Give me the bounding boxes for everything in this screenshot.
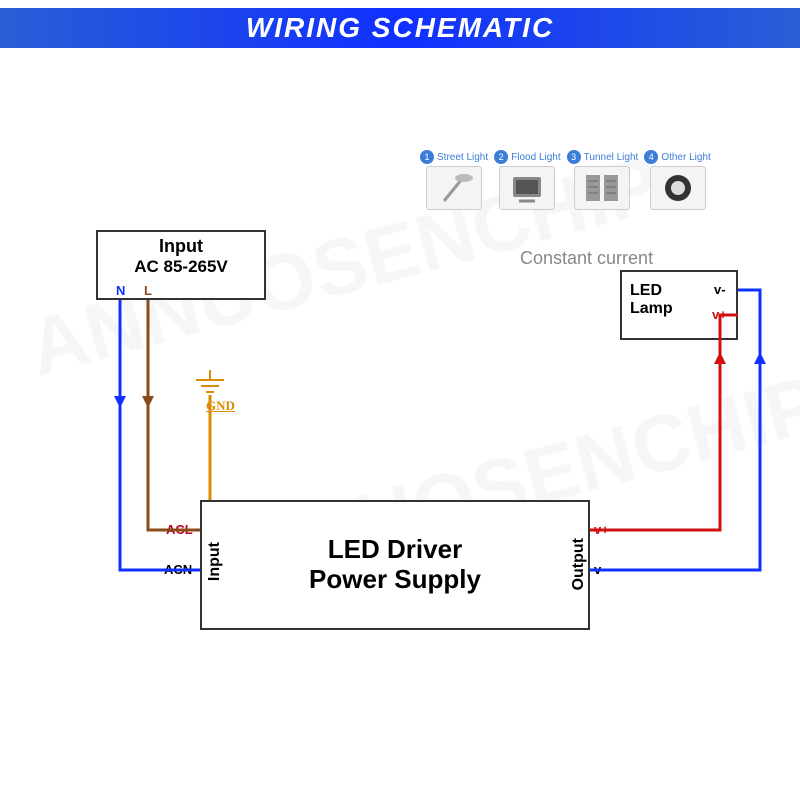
light-icon xyxy=(650,166,706,210)
light-icon xyxy=(574,166,630,210)
legend-badge: 2 xyxy=(494,150,508,164)
legend-label: Tunnel Light xyxy=(584,152,639,163)
terminal-l-label: L xyxy=(144,283,152,298)
terminal-out-vminus-label: v- xyxy=(594,562,606,577)
driver-title-2: Power Supply xyxy=(309,565,481,595)
light-icon xyxy=(499,166,555,210)
driver-title-1: LED Driver xyxy=(309,535,481,565)
legend-badge: 4 xyxy=(644,150,658,164)
ground-label: GND xyxy=(206,398,235,414)
lamp-title-2: Lamp xyxy=(630,300,673,318)
input-subtitle: AC 85-265V xyxy=(98,257,264,277)
constant-current-label: Constant current xyxy=(520,248,653,269)
terminal-out-vplus-label: v+ xyxy=(594,522,609,537)
terminal-acn-label: ACN xyxy=(164,562,192,577)
legend-badge: 3 xyxy=(567,150,581,164)
driver-output-label: Output xyxy=(570,538,588,590)
terminal-lamp-vplus-label: v+ xyxy=(712,307,727,322)
legend-label: Other Light xyxy=(661,152,710,163)
led-driver-box: LED Driver Power Supply xyxy=(200,500,590,630)
light-icon xyxy=(426,166,482,210)
legend-badge: 1 xyxy=(420,150,434,164)
lamp-title-1: LED xyxy=(630,282,673,300)
terminal-lamp-vminus-label: v- xyxy=(714,282,726,297)
legend-label: Flood Light xyxy=(511,152,560,163)
legend-label: Street Light xyxy=(437,152,488,163)
title-banner: WIRING SCHEMATIC xyxy=(0,8,800,48)
terminal-acl-label: ACL xyxy=(166,522,193,537)
title-banner-text: WIRING SCHEMATIC xyxy=(246,12,554,44)
led-lamp-box: LED Lamp xyxy=(620,270,738,340)
terminal-n-label: N xyxy=(116,283,125,298)
light-types-legend: 1Street Light 2Flood Light 3Tunnel Light 4O… xyxy=(420,150,711,210)
input-title: Input xyxy=(98,232,264,257)
driver-input-label: Input xyxy=(206,542,224,581)
